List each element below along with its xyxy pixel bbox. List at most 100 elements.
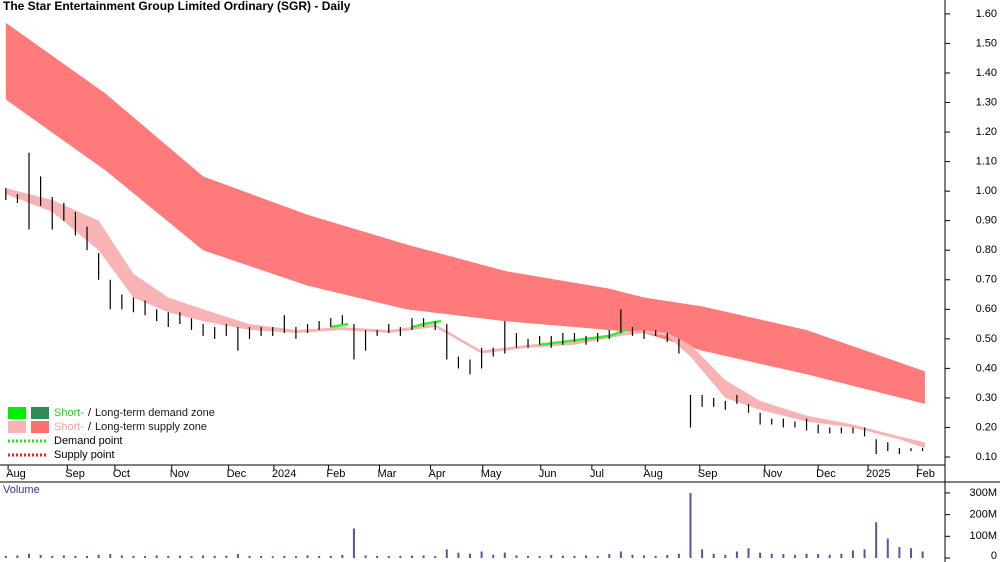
y-tick-label: 0.90 bbox=[976, 215, 997, 227]
volume-bar bbox=[689, 492, 692, 558]
y-tick-label: 1.50 bbox=[976, 37, 997, 49]
volume-bar bbox=[178, 555, 181, 558]
y-tick-label: 300M bbox=[969, 487, 997, 499]
y-tick-label: 1.20 bbox=[976, 126, 997, 138]
volume-bar bbox=[701, 549, 704, 558]
legend-label: Supply point bbox=[54, 449, 115, 461]
volume-bar bbox=[492, 554, 495, 558]
volume-bar bbox=[585, 555, 588, 558]
supply-zone-band bbox=[5, 22, 925, 404]
y-tick-label: 0.80 bbox=[976, 244, 997, 256]
x-tick-label: Aug bbox=[6, 468, 26, 480]
x-tick-label: 2025 bbox=[866, 468, 890, 480]
x-tick-label: May bbox=[481, 468, 502, 480]
y-tick-label: 0.50 bbox=[976, 333, 997, 345]
volume-bar bbox=[608, 554, 611, 558]
volume-bar bbox=[86, 556, 89, 558]
volume-bar bbox=[666, 554, 669, 558]
y-tick-label: 1.30 bbox=[976, 96, 997, 108]
volume-bar bbox=[62, 555, 65, 558]
volume-bar bbox=[51, 555, 54, 558]
volume-bar bbox=[817, 554, 820, 558]
x-tick-label: Nov bbox=[763, 468, 783, 480]
legend-text: Supply point bbox=[54, 449, 115, 461]
x-tick-label: Oct bbox=[113, 468, 130, 480]
volume-bar bbox=[619, 551, 622, 558]
volume-bar bbox=[399, 555, 402, 558]
volume-bar bbox=[770, 553, 773, 558]
volume-bar bbox=[631, 554, 634, 558]
volume-bar bbox=[248, 555, 251, 558]
volume-bar bbox=[759, 552, 762, 558]
volume-title: Volume bbox=[3, 484, 40, 496]
volume-bar bbox=[434, 556, 437, 558]
volume-bar bbox=[515, 555, 518, 558]
volume-bar bbox=[724, 554, 727, 558]
volume-bar bbox=[457, 552, 460, 558]
volume-bar bbox=[875, 522, 878, 558]
volume-bar bbox=[863, 549, 866, 558]
x-tick-label: 2024 bbox=[272, 468, 296, 480]
volume-bar bbox=[712, 553, 715, 558]
y-tick-label: 1.40 bbox=[976, 67, 997, 79]
y-tick-label: 0.40 bbox=[976, 362, 997, 374]
volume-bar bbox=[469, 553, 471, 558]
volume-bar bbox=[735, 551, 738, 558]
legend-label: Demand point bbox=[54, 435, 123, 447]
volume-bar bbox=[144, 556, 147, 558]
volume-bar bbox=[318, 556, 321, 558]
volume-bar bbox=[213, 555, 216, 558]
volume-bar bbox=[236, 554, 239, 558]
volume-bar bbox=[109, 554, 112, 558]
volume-bar bbox=[573, 555, 576, 558]
volume-bar bbox=[341, 554, 344, 558]
y-tick-label: 0.20 bbox=[976, 421, 997, 433]
volume-bar bbox=[283, 555, 286, 558]
volume-bar bbox=[596, 555, 599, 558]
volume-bar bbox=[828, 554, 831, 558]
volume-bar bbox=[480, 551, 483, 558]
volume-bar bbox=[793, 554, 796, 558]
legend-text: Long-term supply zone bbox=[95, 421, 207, 433]
volume-bar bbox=[132, 555, 135, 558]
volume-bar bbox=[445, 549, 448, 558]
legend-swatch bbox=[8, 407, 26, 419]
volume-bar bbox=[805, 553, 808, 558]
volume-bar bbox=[190, 556, 193, 558]
supply-zone-band bbox=[5, 188, 925, 449]
x-tick-label: Mar bbox=[377, 468, 396, 480]
volume-bar bbox=[225, 555, 228, 558]
legend-swatch bbox=[8, 421, 26, 433]
y-tick-label: 0 bbox=[991, 550, 997, 562]
legend-text: Short- bbox=[54, 421, 84, 433]
volume-bar bbox=[294, 556, 297, 558]
volume-bar bbox=[886, 538, 889, 558]
volume-bar bbox=[155, 555, 158, 558]
volume-bar bbox=[376, 555, 379, 558]
x-tick-label: Dec bbox=[816, 468, 836, 480]
volume-bar bbox=[97, 554, 100, 558]
volume-bar bbox=[503, 552, 506, 558]
volume-bar bbox=[561, 555, 564, 558]
y-tick-label: 0.10 bbox=[976, 451, 997, 463]
volume-bar bbox=[306, 555, 309, 558]
volume-bar bbox=[28, 553, 31, 558]
legend-text: Long-term demand zone bbox=[95, 407, 215, 419]
y-tick-label: 1.10 bbox=[976, 156, 997, 168]
volume-bar bbox=[782, 554, 785, 558]
volume-bar bbox=[921, 551, 924, 558]
volume-bar bbox=[643, 555, 646, 558]
legend-label: Short- / Long-term supply zone bbox=[54, 421, 207, 433]
volume-bar bbox=[538, 556, 541, 558]
volume-bar bbox=[364, 555, 367, 558]
volume-bar bbox=[909, 548, 912, 558]
legend-text: Short- bbox=[54, 407, 84, 419]
legend-swatch bbox=[31, 407, 49, 419]
y-tick-label: 0.60 bbox=[976, 303, 997, 315]
volume-bar bbox=[410, 555, 413, 558]
volume-bar bbox=[4, 555, 7, 558]
legend-text: / bbox=[88, 407, 92, 419]
volume-bar bbox=[387, 556, 390, 558]
legend-text: / bbox=[88, 421, 92, 433]
